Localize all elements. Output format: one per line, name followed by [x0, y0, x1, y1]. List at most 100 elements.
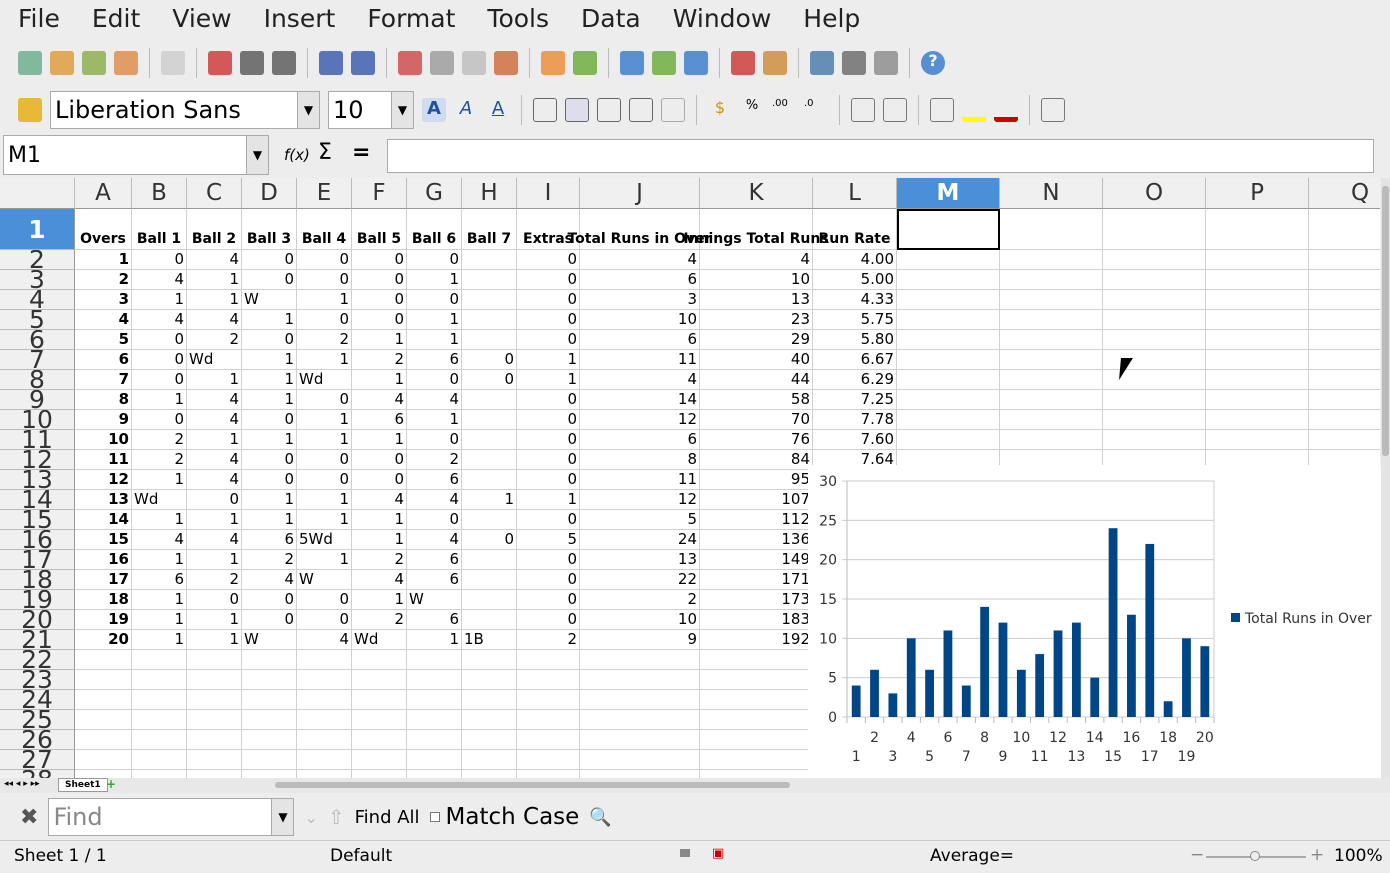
cell[interactable]: [580, 730, 700, 750]
cell[interactable]: Wd: [187, 350, 242, 370]
cell[interactable]: 1: [242, 510, 297, 530]
menu-file[interactable]: File: [18, 3, 60, 33]
cell[interactable]: [297, 690, 352, 710]
header-cell[interactable]: Ball 3: [242, 209, 297, 250]
cell[interactable]: [462, 290, 517, 310]
cell[interactable]: 2: [132, 450, 187, 470]
cell[interactable]: 2: [407, 450, 462, 470]
cell[interactable]: [462, 450, 517, 470]
cell[interactable]: [1000, 390, 1103, 410]
data-sources-icon[interactable]: [842, 51, 866, 75]
cell[interactable]: 6: [580, 270, 700, 290]
cell[interactable]: [1103, 270, 1206, 290]
new-icon[interactable]: [18, 51, 42, 75]
row-header-27[interactable]: 27: [0, 750, 75, 770]
cell[interactable]: 0: [187, 590, 242, 610]
chart[interactable]: 0 5 10 15 20 25 30 1 2 3 4 5 6 7 8 9 10 11 12 13 14 15 16 17 18 1…: [808, 465, 1385, 778]
cell[interactable]: [352, 770, 407, 778]
export-pdf-icon[interactable]: [208, 51, 232, 75]
cell[interactable]: [297, 770, 352, 778]
header-cell[interactable]: Ball 1: [132, 209, 187, 250]
cell[interactable]: 1: [132, 290, 187, 310]
row-header-6[interactable]: 6: [0, 330, 75, 350]
cell[interactable]: [700, 690, 813, 710]
cell[interactable]: 0: [242, 470, 297, 490]
cell[interactable]: 1: [407, 410, 462, 430]
cell[interactable]: [897, 270, 1000, 290]
cell[interactable]: 4: [297, 630, 352, 650]
row-header-19[interactable]: 19: [0, 590, 75, 610]
column-header-p[interactable]: P: [1206, 178, 1309, 209]
cell[interactable]: 1: [352, 590, 407, 610]
chevron-down-icon[interactable]: ▼: [391, 92, 413, 128]
cell[interactable]: [1103, 350, 1206, 370]
cell[interactable]: 11: [75, 450, 132, 470]
cell[interactable]: [1309, 350, 1380, 370]
cell[interactable]: 0: [242, 590, 297, 610]
cell[interactable]: 0: [517, 310, 580, 330]
cell[interactable]: [897, 250, 1000, 270]
cell[interactable]: [297, 670, 352, 690]
cell[interactable]: 0: [242, 410, 297, 430]
cell[interactable]: 4: [187, 450, 242, 470]
row-header-9[interactable]: 9: [0, 390, 75, 410]
cell[interactable]: [462, 570, 517, 590]
cell[interactable]: 5.80: [813, 330, 897, 350]
sum-icon[interactable]: Σ: [318, 140, 332, 165]
cell[interactable]: 0: [297, 310, 352, 330]
cell[interactable]: W: [242, 630, 297, 650]
cell[interactable]: 5.00: [813, 270, 897, 290]
cell[interactable]: 0: [462, 530, 517, 550]
cell[interactable]: [407, 670, 462, 690]
cell[interactable]: [462, 250, 517, 270]
cell[interactable]: 16: [75, 550, 132, 570]
cell[interactable]: [517, 710, 580, 730]
sort-descending-icon[interactable]: [684, 51, 708, 75]
header-cell[interactable]: Ball 6: [407, 209, 462, 250]
cell[interactable]: 0: [352, 250, 407, 270]
cell[interactable]: 44: [700, 370, 813, 390]
cell[interactable]: 0: [462, 350, 517, 370]
cell[interactable]: 1: [517, 350, 580, 370]
column-header-a[interactable]: A: [75, 178, 132, 209]
cell[interactable]: [897, 290, 1000, 310]
row-header-24[interactable]: 24: [0, 690, 75, 710]
cell[interactable]: 2: [517, 630, 580, 650]
cell[interactable]: [897, 390, 1000, 410]
cell[interactable]: [352, 730, 407, 750]
cell[interactable]: 192: [700, 630, 813, 650]
column-header-n[interactable]: N: [1000, 178, 1103, 209]
cell[interactable]: 4: [187, 390, 242, 410]
column-header-j[interactable]: J: [580, 178, 700, 209]
equals-icon[interactable]: =: [352, 140, 371, 165]
edit-mode-icon[interactable]: [161, 51, 185, 75]
cell[interactable]: [132, 710, 187, 730]
cell[interactable]: [462, 750, 517, 770]
header-cell[interactable]: Ball 4: [297, 209, 352, 250]
cell[interactable]: 0: [517, 470, 580, 490]
cell[interactable]: 1: [407, 630, 462, 650]
cell[interactable]: 136: [700, 530, 813, 550]
zoom-out-icon[interactable]: −: [1190, 845, 1205, 865]
cell[interactable]: 5: [75, 330, 132, 350]
cell[interactable]: 70: [700, 410, 813, 430]
cell[interactable]: [462, 710, 517, 730]
cell[interactable]: 1: [297, 430, 352, 450]
cell[interactable]: 0: [297, 610, 352, 630]
cell[interactable]: [75, 710, 132, 730]
cell[interactable]: [462, 470, 517, 490]
cell[interactable]: 1: [242, 390, 297, 410]
bold-icon[interactable]: A: [422, 98, 446, 122]
menu-format[interactable]: Format: [367, 3, 456, 33]
cell[interactable]: 1: [517, 490, 580, 510]
column-header-k[interactable]: K: [700, 178, 813, 209]
cell[interactable]: 0: [132, 350, 187, 370]
align-left-icon[interactable]: [533, 98, 557, 122]
cell[interactable]: 0: [297, 590, 352, 610]
cell[interactable]: 0: [297, 450, 352, 470]
cell[interactable]: 0: [132, 410, 187, 430]
cell[interactable]: 95: [700, 470, 813, 490]
cell[interactable]: 4: [580, 370, 700, 390]
cell[interactable]: 1: [407, 270, 462, 290]
cell[interactable]: [700, 710, 813, 730]
